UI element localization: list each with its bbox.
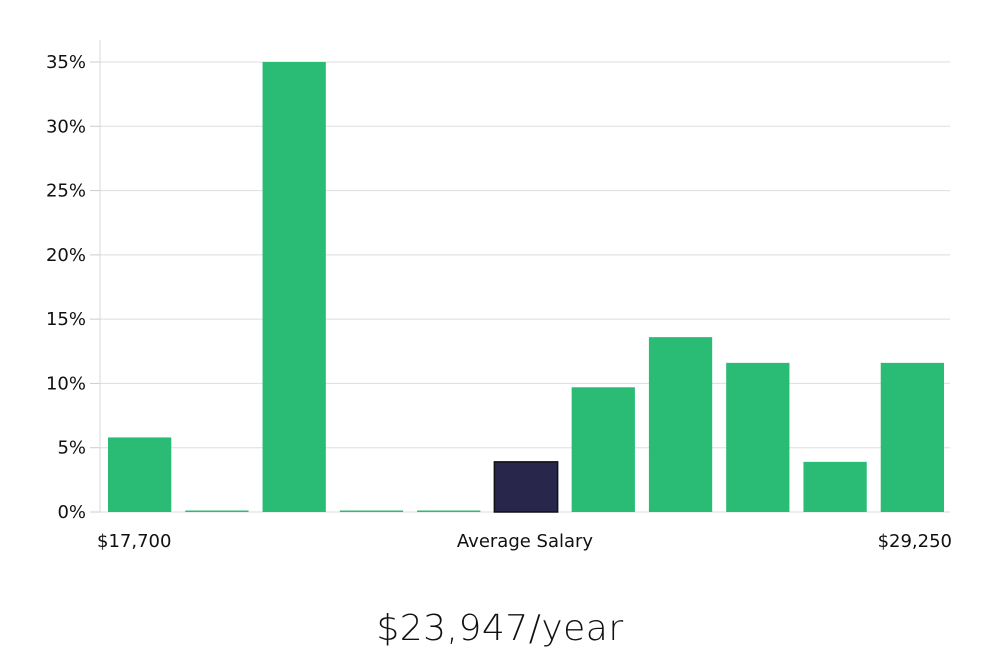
grid-lines — [100, 61, 950, 513]
bar — [803, 461, 867, 512]
bar — [571, 387, 635, 512]
y-tick-label: 0% — [57, 502, 86, 523]
x-axis-label: Average Salary — [457, 531, 594, 552]
bar — [648, 337, 713, 512]
y-axis-ticks: 0% 5% 10% 15% 20% 25% 30% 35% — [46, 52, 100, 523]
y-tick-label: 20% — [46, 245, 86, 266]
bars — [108, 62, 944, 513]
y-tick-label: 30% — [46, 116, 86, 137]
average-salary-value: $23,947/year — [376, 608, 624, 649]
bar — [262, 62, 326, 512]
bar-highlighted — [493, 461, 559, 513]
y-tick-label: 35% — [46, 52, 86, 73]
y-tick-label: 5% — [57, 438, 86, 459]
bar — [185, 510, 249, 512]
bar — [339, 510, 404, 512]
y-tick-label: 15% — [46, 309, 86, 330]
bar — [880, 362, 944, 512]
y-tick-label: 25% — [46, 181, 86, 202]
y-tick-label: 10% — [46, 373, 86, 394]
bar — [726, 362, 790, 512]
x-max-label: $29,250 — [878, 531, 952, 552]
bar — [417, 510, 481, 512]
salary-histogram: 0% 5% 10% 15% 20% 25% 30% 35% $17,700 Average S… — [46, 40, 952, 552]
bar — [108, 437, 172, 512]
x-min-label: $17,700 — [97, 531, 171, 552]
